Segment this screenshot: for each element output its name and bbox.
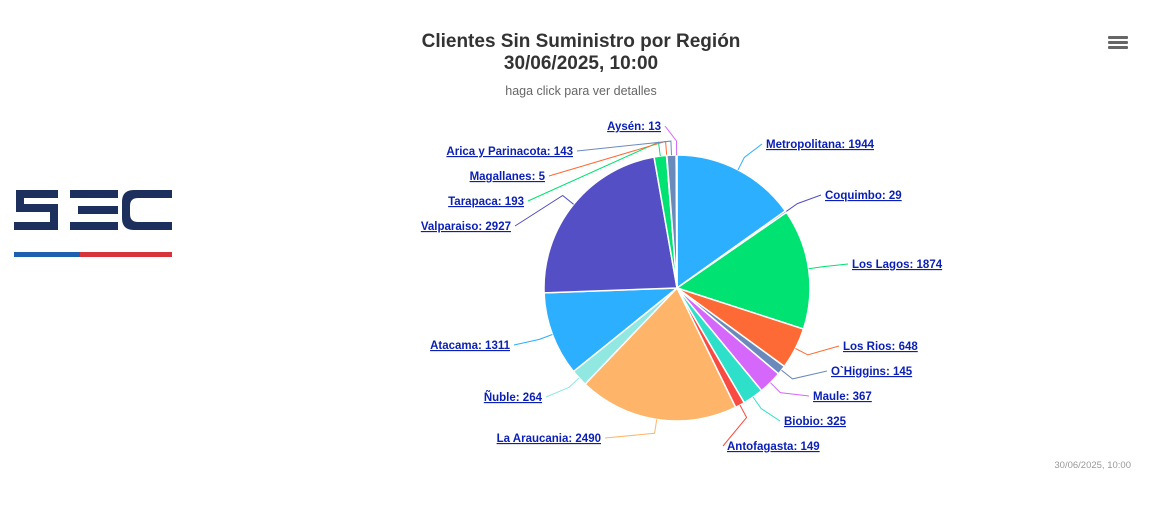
chart-title-line2: 30/06/2025, 10:00 bbox=[503, 53, 659, 74]
data-label-metropolitana[interactable]: Metropolitana: 1944 bbox=[766, 139, 875, 151]
data-label-tarapaca[interactable]: Tarapaca: 193 bbox=[448, 196, 524, 208]
data-label-atacama[interactable]: Atacama: 1311 bbox=[430, 340, 511, 352]
connector-los-lagos bbox=[808, 263, 849, 270]
connector-metropolitana bbox=[737, 143, 763, 171]
connector-arica-y-parinacota bbox=[576, 140, 672, 156]
connector-coquimbo bbox=[785, 194, 822, 213]
data-label-biobio[interactable]: Biobio: 325 bbox=[784, 416, 847, 428]
data-label-los-lagos[interactable]: Los Lagos: 1874 bbox=[852, 259, 943, 271]
data-label-maule[interactable]: Maule: 367 bbox=[813, 391, 872, 403]
pie-slice-metropolitana[interactable] bbox=[676, 154, 787, 290]
data-label-magallanes[interactable]: Magallanes: 5 bbox=[470, 171, 546, 183]
data-label-la-araucania[interactable]: La Araucania: 2490 bbox=[497, 433, 601, 445]
pie-slice-la-araucania[interactable] bbox=[584, 286, 737, 422]
chart-credits: 30/06/2025, 10:00 bbox=[1054, 460, 1131, 471]
connector-o-higgins bbox=[781, 369, 828, 380]
pie-slice-aysen[interactable] bbox=[675, 154, 678, 289]
connector-biobio bbox=[752, 396, 781, 422]
connector-antofagasta bbox=[722, 404, 748, 447]
chart-title: Clientes Sin Suministro por Región 30/06… bbox=[0, 31, 1162, 75]
connector-la-araucania bbox=[604, 419, 658, 439]
hamburger-menu-icon bbox=[1106, 36, 1130, 49]
connector-atacama bbox=[513, 334, 553, 346]
data-label-o-higgins[interactable]: O`Higgins: 145 bbox=[831, 366, 913, 378]
chart-subtitle: haga click para ver detalles bbox=[505, 84, 657, 98]
chart-menu-button[interactable] bbox=[1106, 34, 1130, 54]
connector-aysen bbox=[664, 125, 678, 156]
pie-slice-atacama[interactable] bbox=[543, 287, 680, 373]
data-label-aysen[interactable]: Aysén: 13 bbox=[607, 121, 661, 133]
chart-title-line1: Clientes Sin Suministro por Región bbox=[421, 31, 741, 52]
pie-slice-los-lagos[interactable] bbox=[675, 211, 811, 330]
connector-maule bbox=[770, 382, 810, 397]
connector-valparaiso bbox=[514, 194, 574, 227]
data-label-antofagasta[interactable]: Antofagasta: 149 bbox=[727, 441, 820, 453]
data-label-nuble[interactable]: Ñuble: 264 bbox=[484, 391, 543, 404]
connector-los-rios bbox=[795, 345, 840, 356]
connector-nuble bbox=[545, 377, 580, 398]
data-label-coquimbo[interactable]: Coquimbo: 29 bbox=[825, 190, 902, 202]
sec-logo bbox=[14, 190, 172, 257]
pie-slice-valparaiso[interactable] bbox=[543, 156, 678, 294]
data-label-arica-y-parinacota[interactable]: Arica y Parinacota: 143 bbox=[446, 146, 573, 158]
data-label-valparaiso[interactable]: Valparaiso: 2927 bbox=[421, 221, 511, 233]
data-label-los-rios[interactable]: Los Rios: 648 bbox=[843, 341, 918, 353]
